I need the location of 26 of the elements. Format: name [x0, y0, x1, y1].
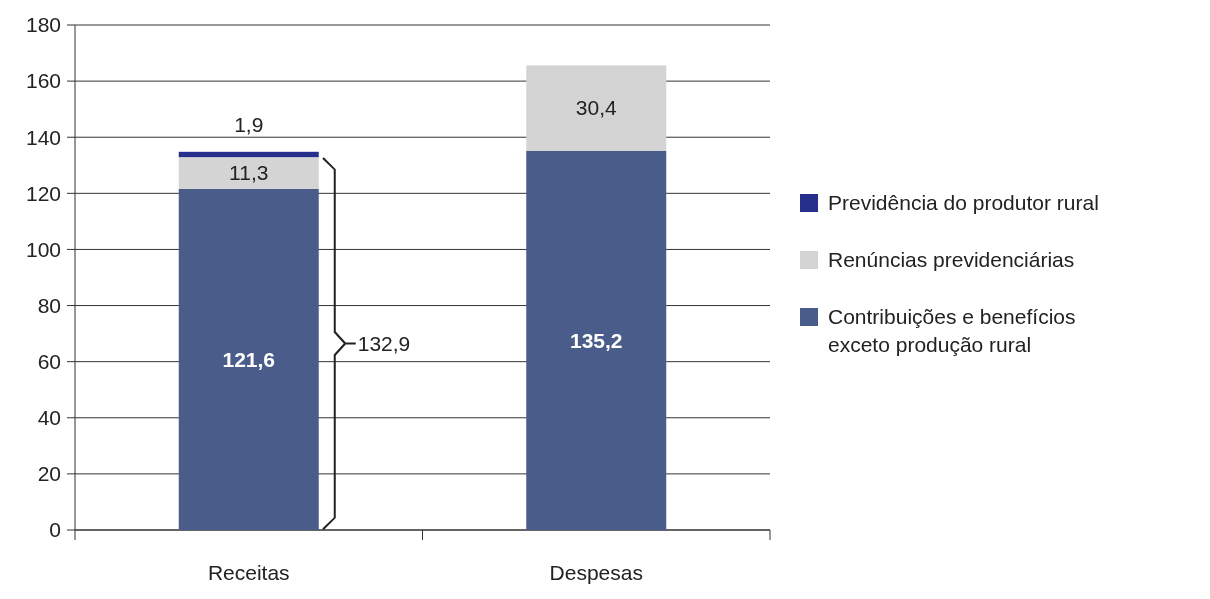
x-tick-label: Receitas	[207, 561, 290, 584]
data-label: 30,4	[575, 96, 618, 120]
y-tick-label: 120	[25, 181, 61, 205]
y-tick-label: 140	[25, 125, 61, 149]
y-tick-label: 40	[37, 406, 61, 430]
bar	[526, 150, 667, 530]
bar	[178, 151, 319, 158]
y-tick-label: 20	[37, 462, 61, 486]
y-tick-label: 100	[25, 237, 61, 261]
legend-label: Previdência do produtor rural	[828, 191, 1099, 215]
data-label: 1,9	[234, 112, 264, 136]
bar	[178, 157, 319, 189]
legend-label: Renúncias previdenciárias	[828, 248, 1075, 272]
y-tick-label: 0	[49, 518, 61, 542]
data-label: 135,2	[569, 328, 623, 352]
bar	[178, 188, 319, 530]
y-tick-label: 80	[37, 293, 61, 317]
data-label: 121,6	[222, 347, 276, 371]
y-tick-label: 160	[25, 69, 61, 93]
data-label: 11,3	[229, 161, 269, 185]
legend-label: Contribuições e benefícios exceto produção rural	[828, 305, 1076, 356]
y-tick-label: 60	[37, 350, 61, 374]
bar	[526, 65, 667, 151]
y-tick-label: 180	[25, 13, 61, 37]
annotation: 132,9	[357, 331, 411, 355]
x-tick-label: Despesas	[549, 561, 643, 584]
